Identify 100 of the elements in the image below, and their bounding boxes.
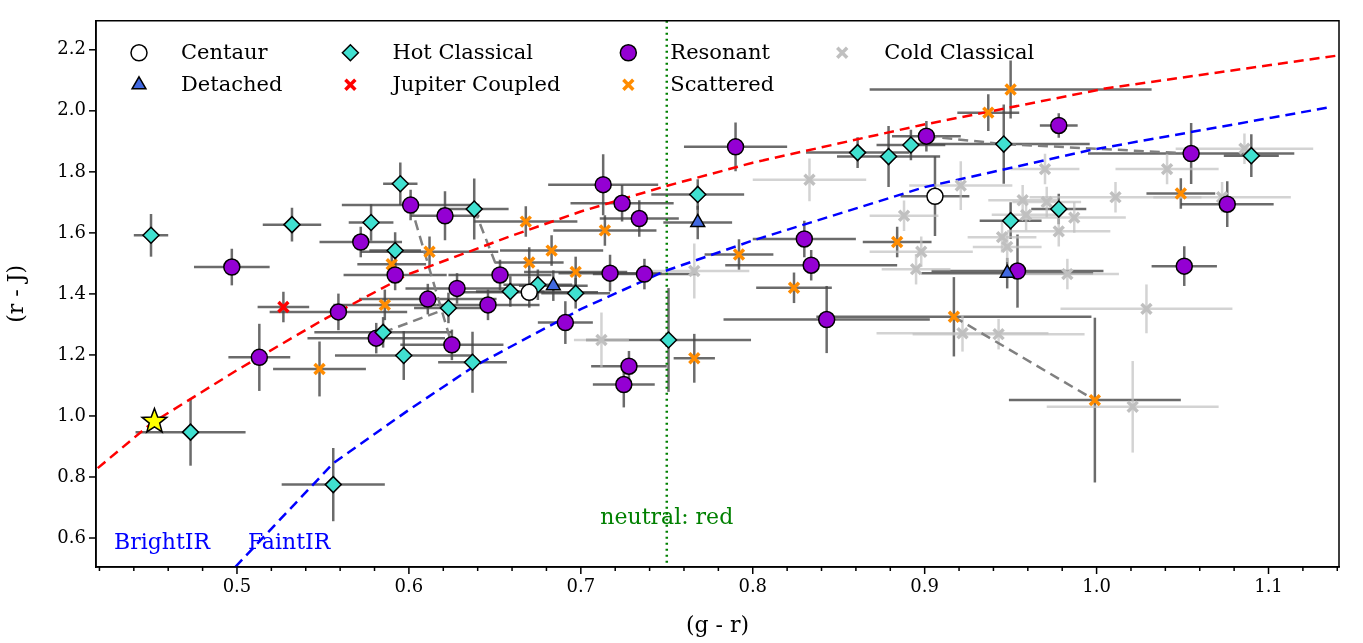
- point: [991, 327, 1006, 341]
- point: [448, 279, 466, 298]
- point: [1218, 195, 1236, 213]
- point: [601, 264, 619, 282]
- y-axis-title: (r - J): [2, 264, 28, 323]
- point: [1242, 146, 1261, 165]
- annotation: FaintIR: [248, 528, 332, 554]
- y-tick-label: 0.6: [57, 525, 86, 547]
- point: [795, 230, 814, 248]
- point: [374, 323, 392, 342]
- point: [312, 362, 327, 376]
- point: [544, 243, 559, 258]
- point: [394, 346, 413, 365]
- point: [1139, 302, 1154, 316]
- point: [1125, 400, 1140, 414]
- x-tick-label: 1.1: [1254, 575, 1283, 597]
- point: [659, 331, 678, 349]
- point: [902, 136, 920, 154]
- point: [615, 375, 633, 394]
- point: [250, 348, 269, 367]
- point: [1050, 116, 1068, 135]
- point: [890, 235, 904, 249]
- point: [690, 213, 706, 228]
- point: [491, 266, 509, 284]
- point: [386, 241, 404, 260]
- point: [635, 265, 654, 283]
- y-tick-label: 1.4: [57, 281, 86, 303]
- point: [594, 175, 612, 194]
- point: [141, 407, 168, 433]
- point: [1067, 210, 1081, 225]
- point: [848, 143, 867, 162]
- point: [401, 196, 420, 214]
- point: [613, 194, 631, 213]
- point: [465, 200, 483, 218]
- point: [1108, 190, 1123, 204]
- point: [1175, 257, 1194, 275]
- point: [283, 215, 301, 234]
- point: [329, 303, 348, 321]
- y-tick-label: 0.8: [57, 464, 86, 486]
- y-tick-label: 2.0: [57, 98, 86, 120]
- point: [620, 357, 638, 375]
- legend-label: Detached: [181, 72, 283, 97]
- point: [726, 138, 745, 156]
- point: [556, 313, 575, 332]
- point: [566, 284, 585, 303]
- point: [419, 290, 437, 308]
- x-tick-label: 0.8: [738, 575, 768, 597]
- point: [688, 185, 707, 204]
- point: [981, 105, 995, 120]
- point: [802, 173, 817, 187]
- point: [1215, 190, 1229, 204]
- y-tick-label: 2.2: [57, 37, 86, 59]
- point: [436, 207, 454, 225]
- point: [386, 266, 404, 284]
- legend-label: Centaur: [181, 40, 269, 65]
- legend-label: Cold Classical: [884, 40, 1035, 65]
- point: [463, 353, 482, 371]
- point: [362, 213, 380, 232]
- y-tick-label: 1.2: [57, 342, 86, 364]
- point: [1237, 141, 1252, 156]
- point: [926, 187, 944, 206]
- x-tick-label: 1.0: [1082, 575, 1111, 597]
- point: [422, 245, 437, 259]
- point: [732, 247, 746, 262]
- point: [1040, 195, 1054, 209]
- annotation: neutral: red: [600, 503, 734, 529]
- point: [568, 265, 583, 279]
- point: [598, 223, 612, 238]
- point: [1052, 224, 1066, 239]
- point: [181, 423, 200, 441]
- point: [947, 310, 961, 324]
- point: [276, 300, 291, 314]
- point: [995, 135, 1013, 153]
- point: [594, 333, 609, 347]
- point: [817, 310, 836, 329]
- point: [1001, 211, 1020, 230]
- point: [520, 283, 538, 302]
- y-tick-label: 1.0: [57, 403, 86, 425]
- x-tick-label: 0.6: [394, 575, 424, 597]
- point: [1038, 162, 1052, 176]
- point: [787, 281, 801, 295]
- point: [519, 214, 533, 229]
- point: [352, 233, 370, 251]
- point: [897, 209, 911, 223]
- legend-label: Resonant: [670, 40, 771, 65]
- point: [879, 147, 898, 166]
- point: [439, 299, 458, 317]
- point: [324, 475, 342, 494]
- point: [443, 336, 461, 354]
- point: [142, 226, 160, 245]
- point: [479, 296, 497, 314]
- legend-label: Hot Classical: [392, 40, 534, 65]
- point: [522, 255, 536, 270]
- point: [1174, 186, 1188, 201]
- x-tick-label: 0.7: [566, 575, 596, 597]
- point: [955, 326, 970, 340]
- point: [1160, 162, 1174, 176]
- y-tick-label: 1.8: [57, 159, 86, 181]
- x-tick-label: 0.5: [222, 575, 252, 597]
- point: [501, 282, 520, 301]
